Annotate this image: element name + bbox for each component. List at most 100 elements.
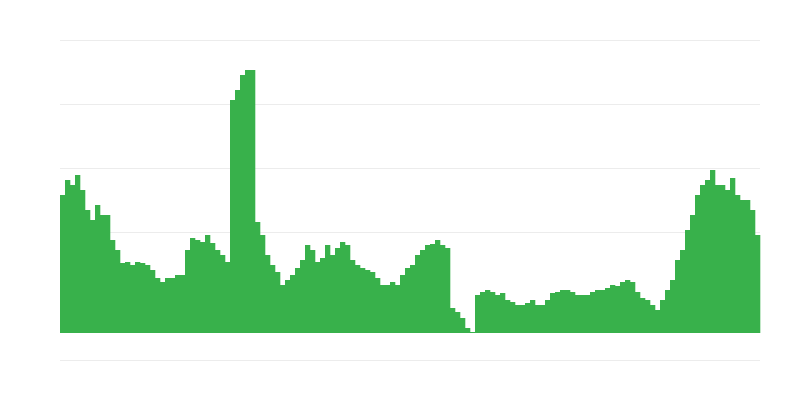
bar [600,290,606,333]
bar [615,286,621,333]
bar [685,230,691,333]
bar [420,250,426,333]
bar [90,220,96,333]
bar [95,205,101,333]
bar [310,250,316,333]
bar [530,300,536,333]
bar [115,250,121,333]
bar [255,222,261,333]
bar [440,245,446,333]
bar [755,235,761,333]
bar [495,295,501,333]
bar [350,260,356,333]
bar [315,262,321,333]
bar [370,272,376,333]
bar [560,290,566,333]
bar [660,300,666,333]
bar [390,282,396,333]
bar [540,305,546,333]
bar [195,240,201,333]
bar [100,215,106,333]
bar [460,318,466,333]
bar [720,185,726,333]
bar [375,278,381,333]
bar [655,310,661,333]
bar [525,303,531,333]
bar [190,238,196,333]
bar [60,195,66,333]
bar [470,332,476,333]
bar [520,305,526,333]
bar [180,275,186,333]
bar [405,268,411,333]
bar [640,298,646,333]
bar [170,278,176,333]
bar [555,292,561,333]
bar [250,70,256,333]
bar [135,262,141,333]
bar [220,255,226,333]
bar [620,282,626,333]
bar [360,268,366,333]
bar [335,248,341,333]
bar [710,170,716,333]
bar [325,245,331,333]
bar [490,292,496,333]
bar [445,248,451,333]
bar [365,270,371,333]
bar [130,265,136,333]
bar [270,265,276,333]
bar [175,275,181,333]
bar [305,245,311,333]
bar [625,280,631,333]
bar [545,300,551,333]
bar [380,285,386,333]
bar [155,278,161,333]
bar [475,295,481,333]
bar [265,255,271,333]
bar [160,282,166,333]
bar [395,285,401,333]
bar [500,293,506,333]
bar [465,328,471,333]
bar [705,180,711,333]
bar [400,275,406,333]
bar [430,244,436,333]
bar [140,263,146,333]
bar [715,185,721,333]
bar [645,300,651,333]
bar [300,260,306,333]
bar [145,265,151,333]
bar [690,215,696,333]
bar [240,75,246,333]
bar [105,215,111,333]
bar [185,250,191,333]
bar [585,295,591,333]
bar [85,210,91,333]
bar [355,265,361,333]
bar [580,295,586,333]
bar [295,268,301,333]
bar [610,285,616,333]
bar [565,290,571,333]
bar [215,250,221,333]
bar [505,300,511,333]
bar [750,210,756,333]
bar [225,262,231,333]
bar [635,292,641,333]
bar [590,292,596,333]
bar [245,70,251,333]
bar [550,293,556,333]
bar [455,312,461,333]
bar [320,258,326,333]
bar [745,200,751,333]
bar [735,195,741,333]
bar [650,305,656,333]
bar [675,260,681,333]
bar [510,302,516,333]
bar [670,280,676,333]
bar [205,235,211,333]
bar [120,263,126,333]
bar [595,290,601,333]
